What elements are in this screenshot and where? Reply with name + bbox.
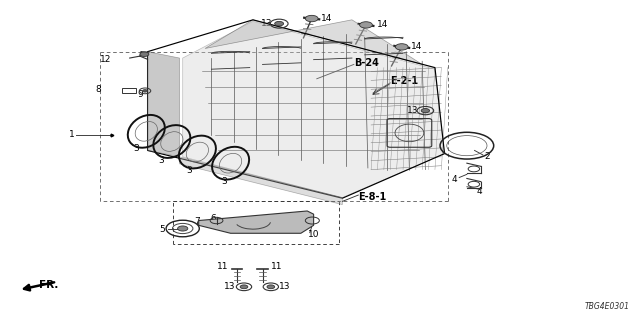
Text: 3: 3 — [133, 144, 139, 153]
Circle shape — [140, 52, 149, 56]
Circle shape — [267, 285, 275, 289]
Text: 3: 3 — [221, 177, 227, 186]
Circle shape — [396, 44, 408, 50]
Text: 1: 1 — [69, 130, 75, 139]
Text: 14: 14 — [321, 14, 332, 23]
Text: 10: 10 — [308, 230, 319, 239]
Text: 13: 13 — [407, 106, 419, 115]
Text: 13: 13 — [224, 282, 236, 291]
Text: 6: 6 — [211, 214, 216, 223]
Text: 13: 13 — [260, 19, 272, 28]
Circle shape — [240, 285, 248, 289]
Text: 3: 3 — [159, 156, 164, 164]
Text: 3: 3 — [186, 166, 192, 175]
Text: 13: 13 — [279, 282, 291, 291]
Text: B-24: B-24 — [354, 58, 379, 68]
Text: 4: 4 — [477, 188, 483, 196]
Polygon shape — [148, 52, 179, 157]
Text: 9: 9 — [137, 90, 143, 99]
Text: 2: 2 — [484, 152, 490, 161]
Text: 8: 8 — [95, 85, 101, 94]
Text: E-8-1: E-8-1 — [358, 192, 387, 202]
Circle shape — [360, 22, 372, 28]
Circle shape — [421, 108, 429, 113]
Text: 7: 7 — [195, 217, 200, 226]
Text: 14: 14 — [412, 42, 423, 52]
Text: 11: 11 — [216, 262, 228, 271]
Text: 11: 11 — [271, 262, 282, 271]
Text: 5: 5 — [159, 225, 165, 234]
Circle shape — [275, 21, 284, 26]
Text: E-2-1: E-2-1 — [390, 76, 419, 86]
Polygon shape — [182, 21, 445, 197]
Circle shape — [143, 90, 148, 92]
Bar — [122, 88, 136, 93]
Text: 4: 4 — [451, 175, 457, 184]
Polygon shape — [179, 157, 342, 204]
Polygon shape — [205, 20, 422, 64]
Text: 14: 14 — [377, 20, 388, 29]
Text: FR.: FR. — [39, 280, 58, 290]
Circle shape — [177, 226, 188, 231]
Circle shape — [305, 15, 318, 22]
Polygon shape — [198, 211, 314, 233]
Text: TBG4E0301: TBG4E0301 — [585, 302, 630, 311]
Text: 12: 12 — [100, 55, 112, 64]
